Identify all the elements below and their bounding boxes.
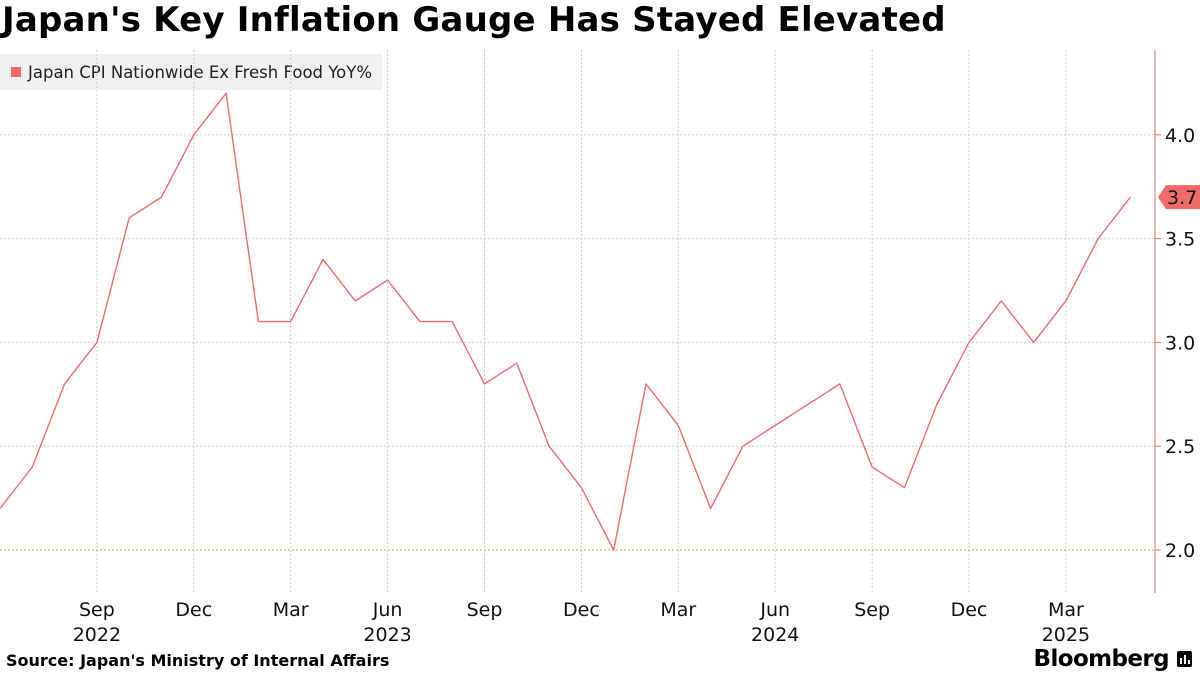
legend-swatch [11,67,21,77]
brand-name: Bloomberg [1033,646,1170,672]
source-note: Source: Japan's Ministry of Internal Aff… [6,651,390,670]
last-value-badge [1158,185,1200,210]
last-value-badge-group: 3.7 [1158,185,1200,210]
y-tick-label: 2.0 [1165,540,1195,562]
last-value-label: 3.7 [1167,187,1197,209]
bloomberg-terminal-icon [1177,651,1192,667]
series-line [0,92,1132,551]
x-tick-label-month: Mar [1048,599,1084,621]
x-tick-label-month: Sep [467,599,503,621]
x-tick-label-month: Mar [273,599,309,621]
x-tick-label-month: Sep [854,599,890,621]
series-group [0,92,1132,551]
x-tick-label-month: Dec [175,599,212,621]
x-tick-label-year: 2024 [751,624,799,646]
x-tick-label-year: 2023 [363,624,411,646]
vertical-gridlines [96,50,1067,593]
x-tick-label-month: Jun [759,599,790,621]
x-tick-label-month: Dec [563,599,600,621]
y-tick-label: 3.5 [1165,229,1195,251]
chart-title: Japan's Key Inflation Gauge Has Stayed E… [2,0,946,40]
brand-logo: Bloomberg [1034,646,1192,672]
horizontal-gridlines [0,134,1161,551]
x-tick-label-month: Mar [660,599,696,621]
y-tick-label: 4.0 [1165,125,1195,147]
y-tick-label: 2.5 [1165,436,1195,458]
y-axis-labels: 2.0 2.5 3.0 3.5 4.0 [1165,125,1195,562]
legend: Japan CPI Nationwide Ex Fresh Food YoY% [0,54,382,90]
x-tick-label-month: Jun [372,599,403,621]
x-tick-label-month: Sep [79,599,115,621]
y-tick-label: 3.0 [1165,332,1195,354]
x-tick-label-year: 2025 [1042,624,1090,646]
legend-label: Japan CPI Nationwide Ex Fresh Food YoY% [28,62,373,82]
x-tick-label-year: 2022 [73,624,121,646]
x-tick-label-month: Dec [951,599,988,621]
x-axis-labels: Sep 2022 Dec Mar Jun 2023 Sep Dec Mar Jun 2024 Sep D… [73,599,1090,646]
